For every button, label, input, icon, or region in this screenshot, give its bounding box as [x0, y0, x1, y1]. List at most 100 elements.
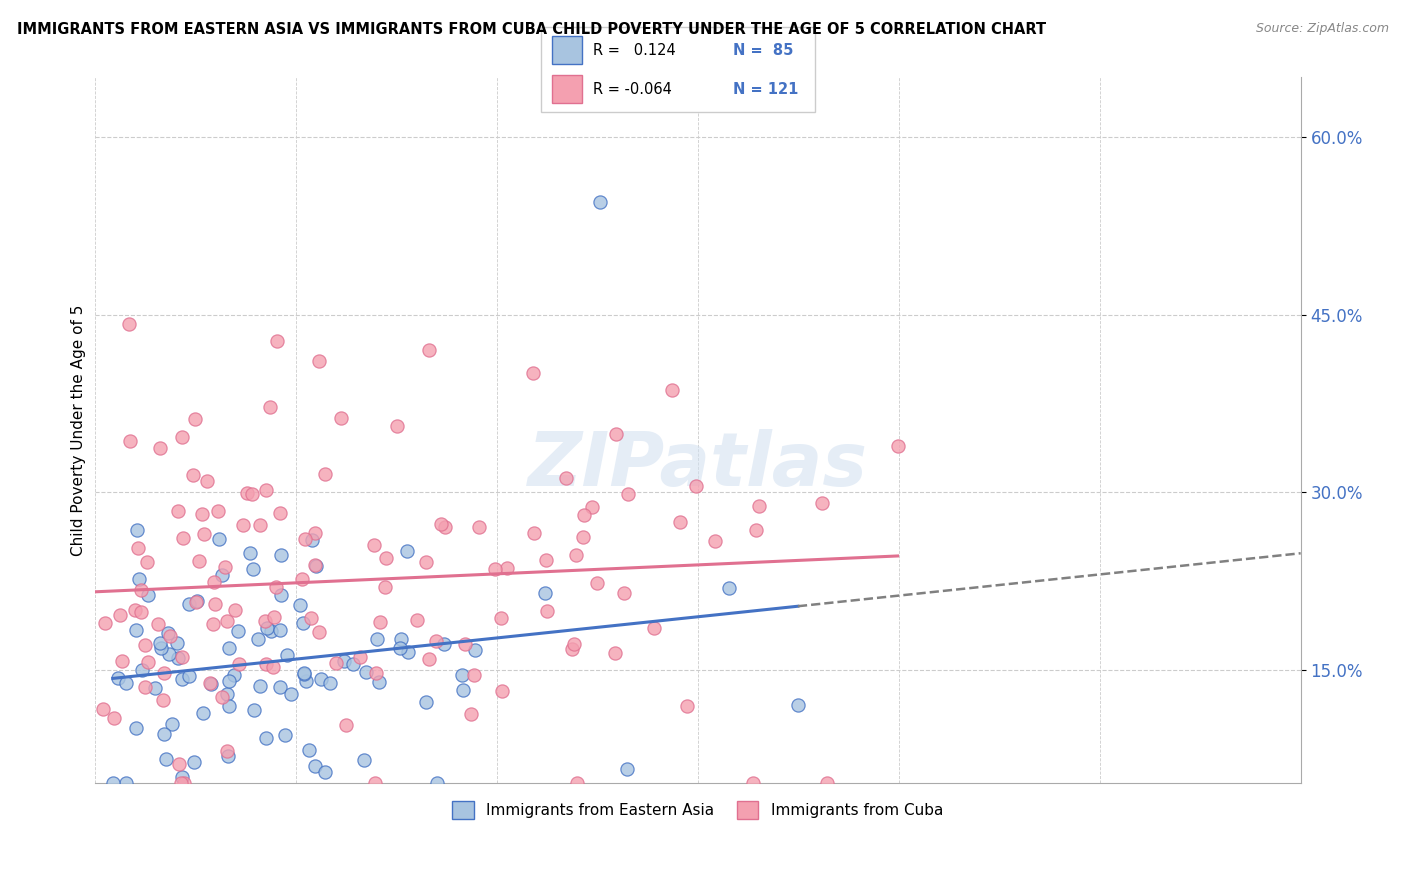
Point	[605, 427, 627, 442]
Point	[136, 588, 159, 602]
Point	[172, 650, 194, 665]
Point	[218, 748, 240, 763]
Text: N =  85: N = 85	[734, 43, 793, 58]
Point	[617, 487, 640, 501]
Point	[356, 665, 378, 679]
Point	[254, 657, 277, 671]
Point	[118, 317, 141, 331]
Point	[235, 485, 257, 500]
Point	[167, 757, 190, 772]
Point	[333, 654, 356, 668]
Y-axis label: Child Poverty Under the Age of 5: Child Poverty Under the Age of 5	[72, 304, 86, 556]
Point	[152, 692, 174, 706]
Point	[214, 559, 236, 574]
Point	[259, 400, 281, 414]
Point	[167, 504, 190, 518]
Point	[172, 672, 194, 686]
Point	[415, 695, 437, 709]
Bar	[553, 75, 582, 103]
Point	[523, 526, 546, 541]
Point	[232, 517, 254, 532]
Point	[295, 673, 318, 688]
Point	[309, 672, 332, 686]
Point	[335, 717, 357, 731]
Point	[330, 411, 353, 425]
Point	[157, 647, 180, 661]
Point	[254, 614, 277, 628]
Point	[149, 636, 172, 650]
Point	[787, 698, 810, 712]
Point	[184, 412, 207, 426]
Point	[464, 643, 486, 657]
Point	[172, 770, 194, 784]
Point	[364, 665, 387, 680]
Point	[256, 621, 278, 635]
Point	[304, 526, 326, 541]
Point	[260, 624, 283, 638]
Point	[226, 624, 249, 638]
Point	[262, 660, 284, 674]
Point	[108, 608, 131, 623]
Point	[254, 483, 277, 498]
Point	[301, 533, 323, 548]
Point	[218, 699, 240, 714]
Point	[264, 581, 287, 595]
Point	[136, 555, 159, 569]
Point	[405, 613, 427, 627]
Point	[246, 632, 269, 647]
Point	[207, 504, 229, 518]
Point	[172, 531, 194, 545]
Point	[208, 532, 231, 546]
Point	[239, 546, 262, 560]
Point	[388, 640, 411, 655]
Point	[561, 641, 583, 656]
Point	[270, 549, 292, 563]
Point	[298, 742, 321, 756]
Point	[269, 680, 291, 694]
Point	[572, 508, 595, 522]
Point	[433, 637, 456, 651]
Point	[166, 635, 188, 649]
Point	[269, 624, 291, 638]
Point	[294, 666, 316, 681]
Point	[131, 663, 153, 677]
Text: R =   0.124: R = 0.124	[593, 43, 676, 58]
Point	[270, 588, 292, 602]
Point	[364, 776, 387, 790]
Point	[374, 580, 396, 594]
Point	[217, 744, 239, 758]
Point	[342, 657, 364, 671]
Point	[294, 532, 316, 546]
Point	[571, 530, 593, 544]
Point	[643, 621, 665, 635]
Point	[426, 776, 449, 790]
Point	[314, 764, 336, 779]
Point	[385, 419, 408, 434]
Point	[564, 637, 586, 651]
Point	[415, 555, 437, 569]
Point	[491, 684, 513, 698]
Point	[325, 657, 347, 671]
Point	[204, 597, 226, 611]
Point	[249, 679, 271, 693]
Point	[179, 597, 201, 611]
Point	[603, 646, 626, 660]
Point	[661, 383, 683, 397]
Point	[450, 668, 472, 682]
Point	[145, 681, 167, 695]
Point	[554, 471, 576, 485]
Point	[155, 752, 177, 766]
Point	[811, 496, 834, 510]
Point	[101, 776, 124, 790]
Point	[742, 776, 765, 790]
Point	[242, 562, 264, 576]
Point	[218, 640, 240, 655]
Text: N = 121: N = 121	[734, 81, 799, 96]
Point	[349, 650, 371, 665]
Point	[304, 558, 326, 572]
Point	[418, 343, 440, 358]
FancyBboxPatch shape	[541, 27, 815, 112]
Point	[125, 623, 148, 637]
Point	[534, 586, 557, 600]
Point	[94, 615, 117, 630]
